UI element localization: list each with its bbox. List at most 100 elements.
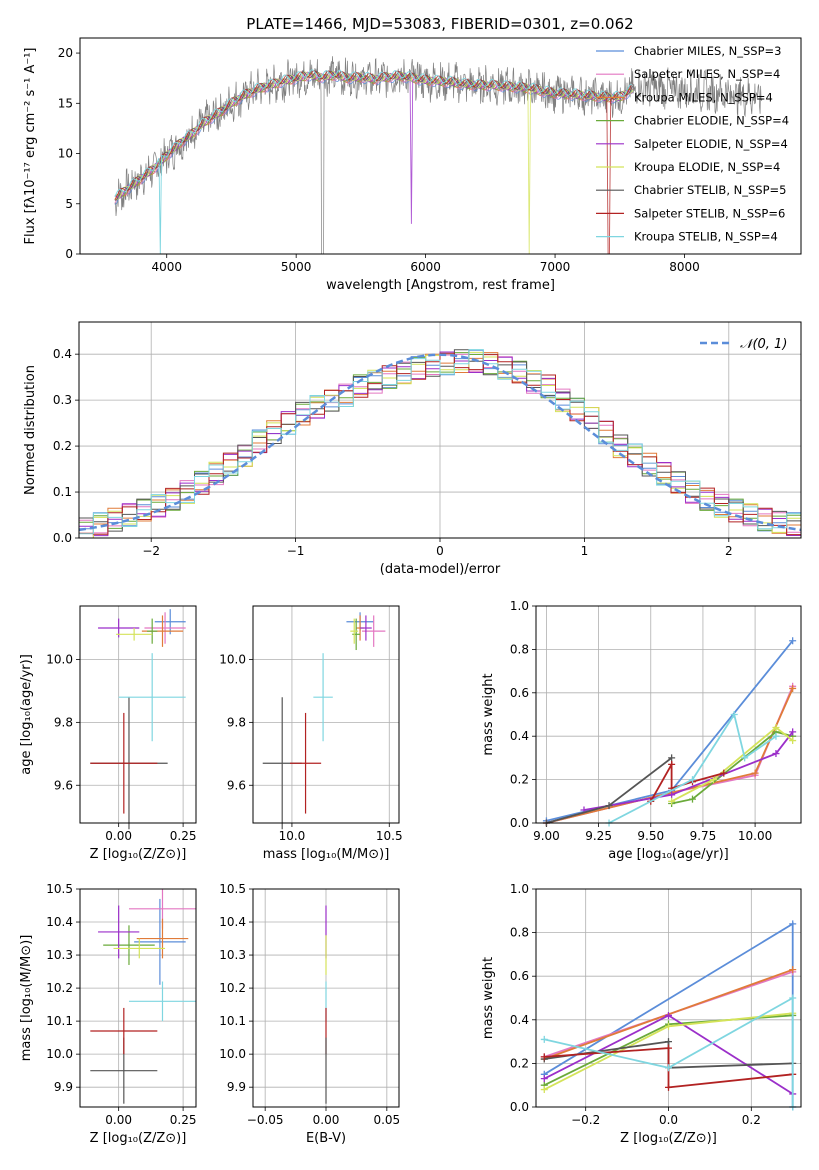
y-tick-label: 1.0 (510, 599, 529, 613)
ebv-mass-panel (249, 888, 400, 1111)
weight-series-line (546, 757, 673, 824)
axes-frame (252, 605, 400, 824)
weight-series-line (546, 685, 794, 824)
weight-series-line (544, 996, 794, 1107)
age-weight-plot-area (542, 637, 797, 827)
legend-entry: Chabrier STELIB, N_SSP=5 (634, 183, 786, 197)
y-tick-label: 10.3 (46, 948, 73, 962)
weight-point-marker (540, 1053, 548, 1061)
legend-entry: 𝒩(0, 1) (740, 337, 787, 352)
y-tick-label: 10.4 (46, 915, 73, 929)
x-tick-label: 4000 (151, 260, 182, 274)
weight-point-marker (665, 1064, 672, 1072)
x-tick-label: 8000 (669, 260, 700, 274)
y-tick-label: 0.4 (510, 1013, 529, 1027)
weight-point-marker (751, 769, 759, 777)
x-tick-label: −2 (142, 544, 160, 558)
y-tick-label: 0.4 (53, 347, 72, 361)
x-tick-label: 9.25 (585, 829, 612, 843)
x-axis-label: (data-model)/error (380, 562, 501, 577)
y-tick-label: 9.8 (54, 715, 73, 729)
x-tick-label: 5000 (281, 260, 312, 274)
y-tick-label: 9.9 (54, 1080, 73, 1094)
weight-point-marker (772, 732, 780, 740)
weight-point-marker (789, 737, 797, 745)
weight-point-marker (665, 1011, 672, 1019)
y-tick-label: 10.5 (219, 882, 246, 896)
z-weight-panel (532, 888, 802, 1111)
y-tick-label: 1.0 (510, 882, 529, 896)
weight-point-marker (730, 711, 738, 718)
x-tick-label: 0.25 (170, 829, 197, 843)
spectrum-panel (76, 37, 802, 258)
weight-point-marker (668, 754, 676, 762)
axes-frame (78, 321, 802, 539)
axes-frame (79, 37, 802, 255)
y-tick-label: 20 (58, 46, 73, 60)
y-axis-label: mass [log₁₀(M/M⊙)] (19, 935, 34, 1062)
x-tick-label: 0 (436, 544, 444, 558)
mass-age-panel (249, 605, 400, 830)
weight-point-marker (668, 791, 676, 799)
weight-point-marker (665, 1022, 672, 1030)
weight-point-marker (789, 966, 797, 974)
x-axis-label: Z [log₁₀(Z/Z⊙)] (620, 1131, 717, 1146)
y-tick-label: 0.6 (510, 969, 529, 983)
y-tick-label: 0.6 (510, 686, 529, 700)
weight-series-line (671, 726, 794, 803)
weight-point-marker (605, 802, 613, 810)
x-axis-label: Z [log₁₀(Z/Z⊙)] (90, 847, 187, 862)
y-tick-label: 9.8 (227, 715, 246, 729)
legend-entry: Kroupa MILES, N_SSP=4 (634, 90, 773, 104)
z-age-panel (76, 605, 197, 830)
weight-point-marker (789, 637, 797, 645)
x-tick-label: 0.00 (313, 1113, 340, 1127)
axes-frame (252, 888, 400, 1108)
residuals-plot-area (78, 349, 802, 539)
weight-point-marker (789, 920, 797, 928)
y-tick-label: 10.1 (46, 1014, 73, 1028)
y-tick-label: 10.0 (46, 1047, 73, 1061)
weight-point-marker (772, 750, 780, 758)
z-weight-plot-area (540, 920, 797, 1111)
y-tick-label: 10.0 (219, 652, 246, 666)
y-tick-label: 9.9 (227, 1080, 246, 1094)
x-tick-label: −0.05 (247, 1113, 284, 1127)
legend-entry: Salpeter MILES, N_SSP=4 (634, 67, 780, 81)
x-tick-label: −0.2 (571, 1113, 600, 1127)
x-tick-label: 9.75 (690, 829, 717, 843)
y-tick-label: 0.0 (510, 816, 529, 830)
y-tick-label: 0.2 (510, 773, 529, 787)
weight-point-marker (668, 797, 676, 805)
weight-point-marker (741, 754, 749, 762)
age-weight-panel (532, 605, 802, 827)
legend-entry: Chabrier MILES, N_SSP=3 (634, 44, 781, 58)
y-tick-label: 0.1 (53, 485, 72, 499)
x-tick-label: 9.50 (637, 829, 664, 843)
x-tick-label: 0.00 (105, 1113, 132, 1127)
weight-point-marker (540, 1086, 548, 1094)
weight-point-marker (668, 760, 676, 768)
x-tick-label: 10.0 (279, 829, 306, 843)
weight-point-marker (540, 1075, 548, 1083)
x-tick-label: 2 (725, 544, 733, 558)
y-tick-label: 0.2 (53, 439, 72, 453)
x-tick-label: −1 (287, 544, 305, 558)
data-spectrum-line (114, 56, 763, 255)
weight-point-marker (665, 1038, 672, 1046)
z-mass-plot-area (90, 889, 196, 1104)
weight-point-marker (665, 1044, 672, 1052)
legend-entry: Salpeter STELIB, N_SSP=6 (634, 206, 785, 220)
x-tick-label: 0.2 (742, 1113, 761, 1127)
residuals-panel (75, 321, 802, 542)
x-tick-label: 7000 (540, 260, 571, 274)
y-tick-label: 0.8 (510, 642, 529, 656)
legend-entry: Kroupa ELODIE, N_SSP=4 (634, 160, 780, 174)
x-tick-label: 9.00 (533, 829, 560, 843)
y-axis-label: mass weight (481, 957, 496, 1039)
y-tick-label: 0.8 (510, 926, 529, 940)
normal-curve (78, 353, 802, 532)
spectrum-plot-area (114, 56, 763, 255)
y-tick-label: 10.0 (219, 1047, 246, 1061)
histogram-step (79, 352, 801, 536)
